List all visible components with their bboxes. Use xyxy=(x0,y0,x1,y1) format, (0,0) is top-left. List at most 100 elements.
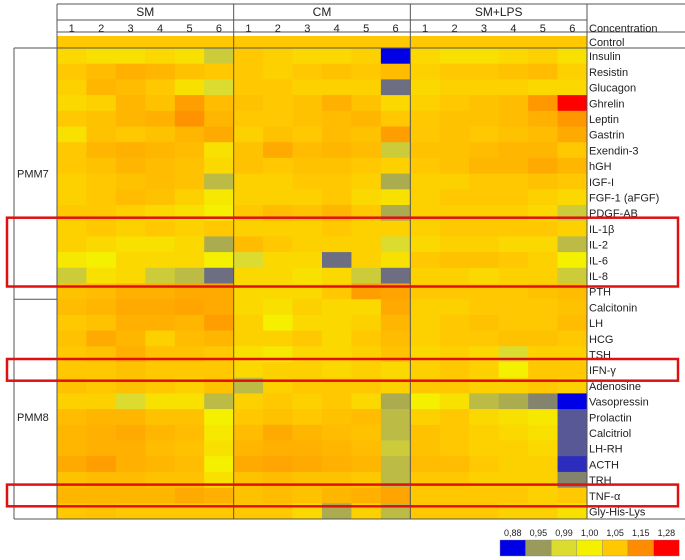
heatmap-cell xyxy=(439,173,470,190)
row-label: Prolactin xyxy=(589,412,632,424)
heatmap-cell xyxy=(351,393,382,410)
heatmap-cell xyxy=(557,424,588,441)
row-label: Calcitonin xyxy=(589,302,637,314)
heatmap-cell xyxy=(351,79,382,96)
heatmap-cell xyxy=(57,79,87,96)
heatmap-cell xyxy=(174,409,205,426)
heatmap-cell xyxy=(263,142,293,159)
heatmap-cell xyxy=(469,142,500,159)
heatmap-cell xyxy=(86,79,117,96)
heatmap-cell xyxy=(57,95,87,112)
heatmap-cell xyxy=(204,314,235,331)
heatmap-cell xyxy=(174,362,205,379)
heatmap-cell xyxy=(439,252,470,269)
legend-tick-label: 0,88 xyxy=(504,528,522,538)
heatmap-cell xyxy=(204,157,235,174)
heatmap-cell xyxy=(469,126,500,143)
heatmap-cell xyxy=(145,409,176,426)
group-header-label: SM xyxy=(136,5,154,19)
heatmap-cell xyxy=(174,79,205,96)
heatmap-cell xyxy=(351,299,382,316)
column-number-label: 1 xyxy=(69,23,75,35)
heatmap-cell xyxy=(322,173,352,190)
legend-swatch xyxy=(653,539,680,557)
heatmap-cell xyxy=(439,362,470,379)
heatmap-cell xyxy=(204,362,235,379)
heatmap-cell xyxy=(322,79,352,96)
heatmap-cell xyxy=(204,267,235,284)
heatmap-cell xyxy=(380,330,411,347)
heatmap-cell xyxy=(410,393,441,410)
heatmap-cell xyxy=(115,110,146,127)
heatmap-cell xyxy=(439,409,470,426)
heatmap-cell xyxy=(528,409,558,426)
heatmap-cell xyxy=(174,157,205,174)
heatmap-cell xyxy=(322,189,352,206)
heatmap-cell xyxy=(528,424,558,441)
heatmap-cell xyxy=(322,110,352,127)
heatmap-cell xyxy=(528,314,558,331)
heatmap-cell xyxy=(145,393,176,410)
heatmap-cell xyxy=(469,314,500,331)
heatmap-cell xyxy=(322,487,352,504)
heatmap-cell xyxy=(233,142,264,159)
heatmap-cell xyxy=(498,456,529,473)
legend-swatch xyxy=(576,539,603,557)
heatmap-cell xyxy=(263,440,293,457)
heatmap-cell xyxy=(439,440,470,457)
heatmap-cell xyxy=(528,236,558,253)
heatmap-cell xyxy=(233,409,264,426)
heatmap-cell xyxy=(145,189,176,206)
heatmap-cell xyxy=(469,157,500,174)
heatmap-cell xyxy=(380,110,411,127)
heatmap-cell xyxy=(204,173,235,190)
column-number-label: 3 xyxy=(481,23,487,35)
heatmap-cell xyxy=(174,393,205,410)
heatmap-cell xyxy=(410,126,441,143)
heatmap-cell xyxy=(145,267,176,284)
heatmap-cell xyxy=(410,79,441,96)
legend-swatch xyxy=(627,539,654,557)
heatmap-cell xyxy=(351,487,382,504)
heatmap-cell xyxy=(57,487,87,504)
row-label: Resistin xyxy=(589,67,628,79)
heatmap-cell xyxy=(115,252,146,269)
heatmap-cell xyxy=(498,424,529,441)
heatmap-cell xyxy=(57,126,87,143)
heatmap-cell xyxy=(469,63,500,80)
heatmap-cell xyxy=(557,236,588,253)
heatmap-cell xyxy=(115,487,146,504)
heatmap-cell xyxy=(351,456,382,473)
heatmap-cell xyxy=(263,110,293,127)
row-label: LH-RH xyxy=(589,444,623,456)
heatmap-cell xyxy=(351,189,382,206)
heatmap-cell xyxy=(380,142,411,159)
heatmap-cell xyxy=(410,487,441,504)
heatmap-cell xyxy=(351,110,382,127)
heatmap-cell xyxy=(380,95,411,112)
heatmap-cell xyxy=(174,440,205,457)
heatmap-cell xyxy=(322,362,352,379)
heatmap-cell xyxy=(498,440,529,457)
heatmap-cell xyxy=(498,487,529,504)
heatmap-cell xyxy=(351,362,382,379)
column-number-label: 3 xyxy=(304,23,310,35)
heatmap-cell xyxy=(57,393,87,410)
heatmap-cell xyxy=(439,330,470,347)
heatmap-cell xyxy=(115,79,146,96)
heatmap-cell xyxy=(439,126,470,143)
heatmap-cell xyxy=(57,142,87,159)
heatmap-cell xyxy=(557,126,588,143)
heatmap-cell xyxy=(322,142,352,159)
heatmap-cell xyxy=(351,267,382,284)
heatmap-cell xyxy=(204,220,235,237)
heatmap-cell xyxy=(204,330,235,347)
heatmap-cell xyxy=(145,126,176,143)
heatmap-cell xyxy=(86,440,117,457)
heatmap-cell xyxy=(439,95,470,112)
heatmap-cell xyxy=(410,314,441,331)
heatmap-cell xyxy=(263,299,293,316)
heatmap-cell xyxy=(380,79,411,96)
heatmap-cell xyxy=(528,63,558,80)
heatmap-cell xyxy=(292,220,323,237)
